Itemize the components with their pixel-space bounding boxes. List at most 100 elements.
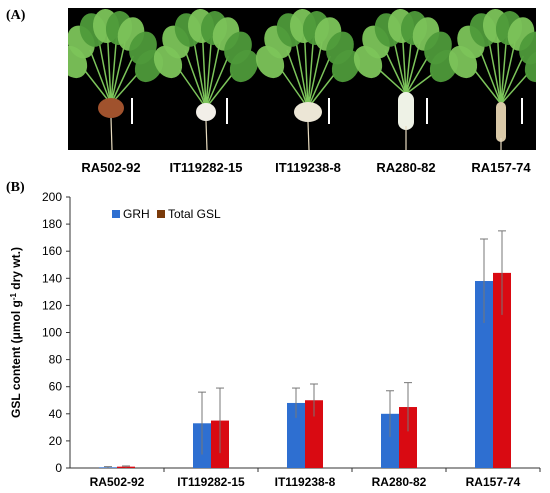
- leaf-stem: [307, 35, 315, 109]
- radish-root: [496, 102, 506, 142]
- leaf-stem: [384, 49, 407, 95]
- leaf-stem: [97, 37, 112, 105]
- y-tick-label: 120: [42, 298, 62, 312]
- legend-label-total-gsl: Total GSL: [168, 207, 221, 221]
- x-tick-label: RA502-92: [90, 475, 145, 489]
- y-tick-label: 80: [49, 353, 63, 367]
- gsl-content-bar-chart: 0 20 40 60 80 100 120 140 160 180 200 GSL content (…: [9, 190, 541, 489]
- radish-plant: [353, 9, 459, 150]
- panel-a-label: (A): [6, 8, 26, 23]
- x-tick-label: IT119238-8: [275, 475, 336, 489]
- leaf-stem: [500, 55, 525, 105]
- leaf-stem: [205, 55, 230, 109]
- leaf-stem: [89, 49, 112, 105]
- leaf-stem: [392, 37, 407, 95]
- radish-plants-photo: [68, 8, 536, 150]
- leaf-stem: [205, 41, 221, 109]
- radish-root: [196, 103, 216, 121]
- taproot: [110, 117, 113, 150]
- leaf-stem: [405, 41, 421, 95]
- radish-plant: [68, 9, 164, 150]
- bar-grh: [381, 413, 399, 468]
- y-tick-label: 180: [42, 217, 62, 231]
- scale-bar: [328, 98, 330, 124]
- leaf-stem: [106, 33, 112, 105]
- leaf: [153, 45, 183, 79]
- leaf-stem: [473, 69, 502, 105]
- variety-label: IT119282-15: [169, 160, 243, 175]
- leaf-stem: [500, 73, 529, 105]
- taproot: [205, 120, 208, 150]
- y-tick-label: 20: [49, 434, 63, 448]
- leaf-stem: [405, 35, 413, 95]
- leaf-stem: [307, 55, 332, 109]
- leaf-stem: [83, 69, 112, 105]
- leaf-stem: [479, 49, 502, 105]
- leaf-stem: [401, 33, 407, 95]
- scale-bar: [521, 98, 523, 124]
- variety-label: IT119238-8: [275, 160, 341, 175]
- leaf-stem: [178, 69, 207, 109]
- bar-grh: [475, 281, 493, 468]
- y-tick-label: 60: [49, 380, 63, 394]
- leaf: [255, 45, 285, 79]
- leaf: [353, 45, 383, 79]
- leaf-stem: [286, 49, 309, 109]
- x-tick-label: IT119282-15: [177, 475, 245, 489]
- leaf: [524, 49, 536, 83]
- x-tick-label: RA157-74: [466, 475, 521, 489]
- legend: GRH Total GSL: [112, 207, 221, 221]
- leaf-stem: [205, 35, 213, 109]
- leaf-stem: [378, 69, 407, 95]
- y-tick-label: 40: [49, 407, 63, 421]
- variety-label: RA502-92: [81, 160, 141, 175]
- legend-swatch-total-gsl: [157, 210, 165, 218]
- y-tick-label: 160: [42, 244, 62, 258]
- bar-total-gsl: [399, 407, 417, 468]
- radish-root: [398, 92, 414, 130]
- y-tick-label: 100: [42, 326, 62, 340]
- leaf-stem: [110, 55, 135, 105]
- leaf-stem: [294, 37, 309, 109]
- leaf: [331, 49, 361, 83]
- leaf: [229, 49, 259, 83]
- legend-swatch-grh: [112, 210, 120, 218]
- leaf-stem: [405, 73, 434, 95]
- taproot: [307, 121, 310, 150]
- leaf-stem: [110, 41, 126, 105]
- leaf-stem: [205, 73, 234, 109]
- leaf-stem: [487, 37, 502, 105]
- variety-labels: RA502-92 IT119282-15 IT119238-8 RA280-82…: [68, 160, 536, 178]
- variety-label: RA157-74: [471, 160, 531, 175]
- bar-grh: [287, 402, 305, 468]
- leaf: [448, 45, 478, 79]
- variety-label: RA280-82: [376, 160, 436, 175]
- leaf: [68, 45, 88, 79]
- leaf-stem: [307, 73, 336, 109]
- y-tick-label: 0: [55, 461, 62, 475]
- scale-bar: [426, 98, 428, 124]
- radish-plant: [448, 9, 536, 150]
- radish-plant: [153, 9, 259, 150]
- leaf-stem: [280, 69, 309, 109]
- bar-total-gsl: [305, 400, 323, 468]
- bar-total-gsl: [493, 272, 511, 468]
- radish-root: [294, 102, 322, 122]
- scale-bar: [131, 98, 133, 124]
- leaf-stem: [500, 41, 516, 105]
- y-tick-label: 200: [42, 190, 62, 204]
- radish-plants-illustration: [68, 9, 536, 150]
- radish-root: [98, 98, 124, 118]
- leaf-stem: [405, 55, 430, 95]
- leaf-stem: [201, 33, 207, 109]
- radish-plant: [255, 9, 361, 150]
- leaf-stem: [184, 49, 207, 109]
- y-axis-label: GSL content (μmol g-1 dry wt.): [9, 247, 24, 418]
- scale-bar: [226, 98, 228, 124]
- leaf-stem: [307, 41, 323, 109]
- leaf-stem: [303, 33, 309, 109]
- leaf-stem: [110, 35, 118, 105]
- leaf-stem: [500, 35, 508, 105]
- panel-b-label: (B): [6, 180, 25, 195]
- leaf: [519, 31, 536, 65]
